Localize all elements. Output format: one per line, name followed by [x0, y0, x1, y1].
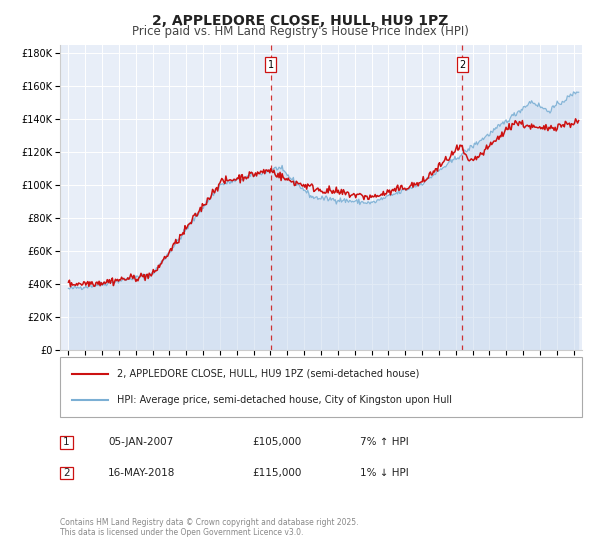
Text: Price paid vs. HM Land Registry's House Price Index (HPI): Price paid vs. HM Land Registry's House … [131, 25, 469, 38]
Text: Contains HM Land Registry data © Crown copyright and database right 2025.
This d: Contains HM Land Registry data © Crown c… [60, 518, 359, 538]
Text: 2: 2 [63, 468, 70, 478]
Text: 1% ↓ HPI: 1% ↓ HPI [360, 468, 409, 478]
Text: £105,000: £105,000 [252, 437, 301, 447]
Text: 7% ↑ HPI: 7% ↑ HPI [360, 437, 409, 447]
Text: 16-MAY-2018: 16-MAY-2018 [108, 468, 175, 478]
Text: 2, APPLEDORE CLOSE, HULL, HU9 1PZ: 2, APPLEDORE CLOSE, HULL, HU9 1PZ [152, 14, 448, 28]
Text: 1: 1 [63, 437, 70, 447]
Text: HPI: Average price, semi-detached house, City of Kingston upon Hull: HPI: Average price, semi-detached house,… [117, 395, 452, 405]
Text: 05-JAN-2007: 05-JAN-2007 [108, 437, 173, 447]
Text: £115,000: £115,000 [252, 468, 301, 478]
Text: 2, APPLEDORE CLOSE, HULL, HU9 1PZ (semi-detached house): 2, APPLEDORE CLOSE, HULL, HU9 1PZ (semi-… [117, 368, 419, 379]
Text: 2: 2 [459, 59, 465, 69]
Text: 1: 1 [268, 59, 274, 69]
